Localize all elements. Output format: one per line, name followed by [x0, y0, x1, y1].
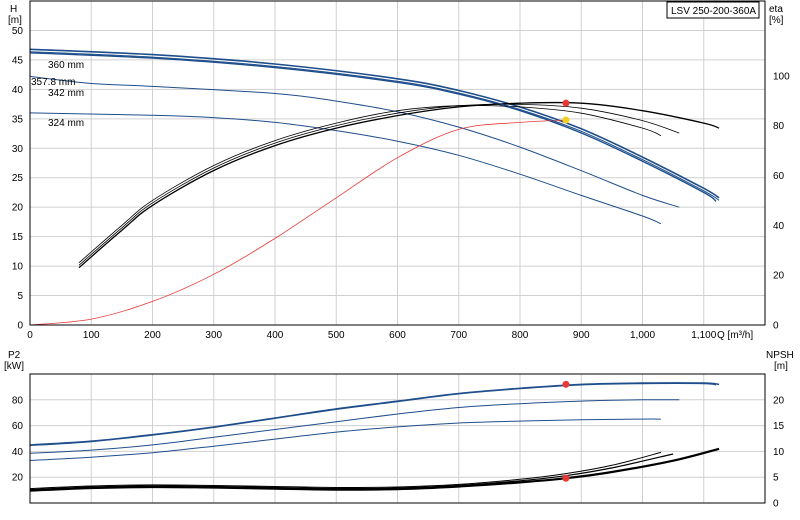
top-left-tick-label: 25	[12, 173, 24, 184]
top-duty-points	[562, 99, 570, 124]
top-left-tick-label: 0	[17, 321, 23, 332]
top-right-tick-label: 0	[773, 321, 779, 332]
top-x-tick-label: 200	[144, 330, 161, 341]
top-x-tick-label: 800	[512, 330, 529, 341]
duty-point-marker	[562, 116, 570, 124]
top-right-axis-title: eta	[769, 4, 783, 15]
top-right-tick-label: 20	[773, 271, 785, 282]
efficiency-curve-324	[78, 105, 662, 264]
efficiency-curve-360	[78, 101, 720, 269]
bottom-right-axis-unit: [m]	[774, 361, 788, 372]
power-curve-357	[29, 383, 717, 447]
top-grid	[30, 1, 765, 325]
top-left-tick-label: 40	[12, 85, 24, 96]
bottom-right-tick-label: 10	[773, 447, 785, 458]
power-curve-324	[29, 418, 661, 461]
bottom-left-tick-label: 60	[12, 421, 24, 432]
bottom-right-tick-label: 5	[773, 473, 779, 484]
top-left-tick-label: 20	[12, 203, 24, 214]
curve-label-357: 357.8 mm	[31, 77, 75, 88]
head-curve-342	[29, 75, 680, 208]
bottom-right-axis-title: NPSH	[766, 350, 794, 361]
bottom-right-tick-label: 20	[773, 395, 785, 406]
top-x-tick-label: 1,100	[691, 330, 716, 341]
npsh-curve-342	[29, 453, 674, 491]
bottom-grid	[30, 374, 765, 503]
duty-point-marker	[562, 380, 570, 388]
top-x-axis-title: Q [m³/h]	[717, 330, 753, 341]
head-curve-360-outline	[29, 51, 720, 201]
npsh-curve-324	[29, 451, 662, 490]
top-x-tick-label: 300	[205, 330, 222, 341]
top-curves	[29, 48, 720, 326]
top-x-tick-label: 100	[83, 330, 100, 341]
head-curve-360	[29, 48, 720, 199]
bottom-axes: 20 40 60 80 0 5 10 15 20	[12, 373, 785, 510]
power-curve-360	[29, 382, 720, 446]
curve-label-342: 342 mm	[48, 88, 84, 99]
duty-point-marker	[562, 474, 570, 482]
bottom-left-axis-unit: [kW]	[4, 361, 24, 372]
duty-point-marker	[562, 99, 570, 107]
npsh-curve-360	[29, 447, 720, 492]
pump-model-box	[666, 1, 760, 19]
curve-label-324: 324 mm	[48, 118, 84, 129]
power-curve-342	[29, 399, 680, 454]
top-left-tick-label: 15	[12, 232, 24, 243]
top-left-tick-label: 45	[12, 55, 24, 66]
bottom-curves	[29, 382, 720, 492]
bottom-duty-points	[562, 380, 570, 482]
top-axes: 0 100 200 300 400 500 600 700 800 900 1,000 1,10005…	[12, 0, 790, 341]
top-left-tick-label: 35	[12, 114, 24, 125]
top-left-axis-unit: [m]	[8, 15, 22, 26]
top-x-tick-label: 500	[328, 330, 345, 341]
top-left-tick-label: 50	[12, 26, 24, 37]
bottom-right-tick-label: 0	[773, 499, 779, 510]
top-x-tick-label: 1,000	[630, 330, 655, 341]
top-left-axis-title: H	[10, 4, 17, 15]
top-right-tick-label: 100	[773, 71, 790, 82]
top-chart: 0 100 200 300 400 500 600 700 800 900 1,000 1,10005…	[8, 0, 790, 341]
pump-model-label: LSV 250-200-360A	[671, 6, 756, 17]
bottom-chart: 20 40 60 80 0 5 10 15 20 P2 [kW] NPSH [m]	[4, 350, 794, 510]
bottom-right-tick-label: 15	[773, 421, 785, 432]
curve-label-360: 360 mm	[48, 60, 84, 71]
top-left-tick-label: 30	[12, 144, 24, 155]
top-right-axis-unit: [%]	[769, 15, 784, 26]
bottom-left-tick-label: 20	[12, 473, 24, 484]
top-plot-frame	[29, 0, 766, 326]
top-x-tick-label: 700	[450, 330, 467, 341]
bottom-plot-frame	[29, 373, 766, 504]
top-x-tick-label: 900	[573, 330, 590, 341]
efficiency-curve-342	[78, 103, 680, 266]
bottom-left-axis-title: P2	[8, 350, 21, 361]
top-right-tick-label: 60	[773, 171, 785, 182]
top-left-tick-label: 5	[17, 291, 23, 302]
system-curve	[29, 119, 566, 326]
top-x-tick-label: 400	[267, 330, 284, 341]
bottom-left-tick-label: 40	[12, 447, 24, 458]
top-left-tick-label: 10	[12, 262, 24, 273]
head-curve-357	[29, 52, 717, 202]
top-right-tick-label: 80	[773, 121, 785, 132]
head-curve-324	[29, 112, 662, 225]
top-x-tick-label: 0	[27, 330, 33, 341]
top-right-tick-label: 40	[773, 221, 785, 232]
top-x-tick-label: 600	[389, 330, 406, 341]
bottom-left-tick-label: 80	[12, 395, 24, 406]
